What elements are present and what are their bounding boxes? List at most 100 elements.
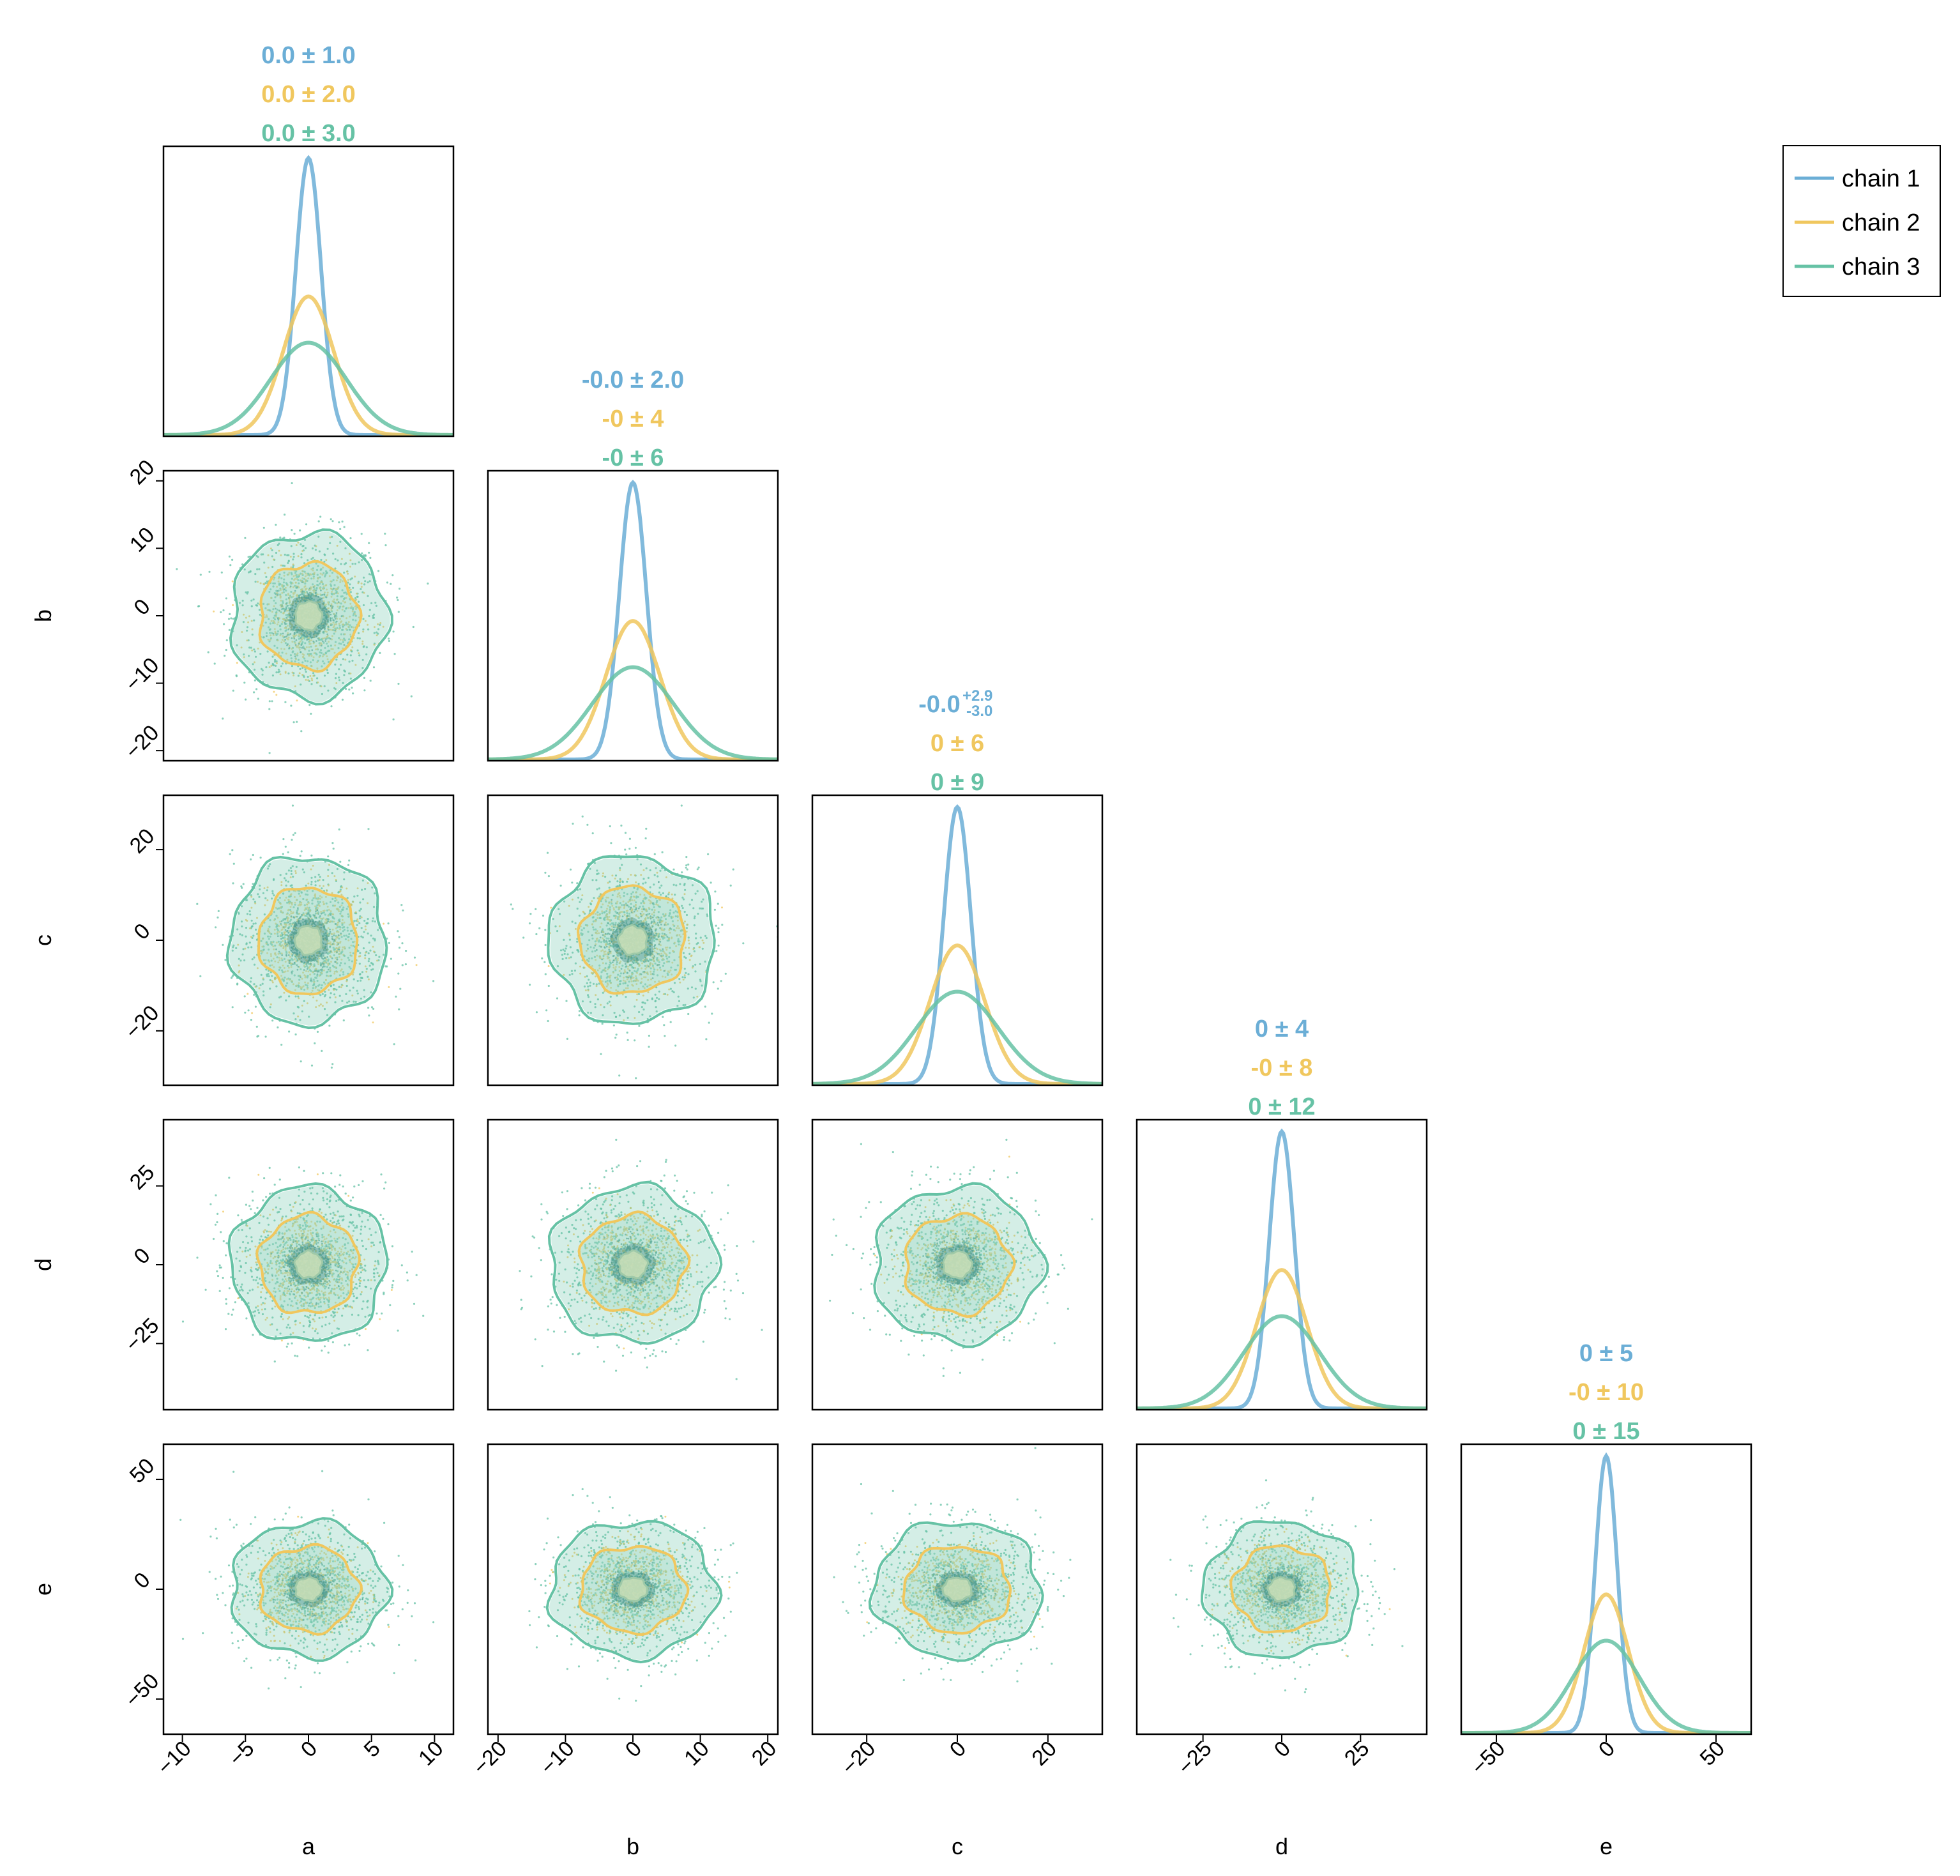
- scatter-point: [301, 674, 304, 676]
- scatter-point: [349, 599, 352, 601]
- scatter-point: [351, 687, 353, 689]
- scatter-point: [634, 1039, 636, 1042]
- scatter-point: [275, 662, 278, 664]
- scatter-point: [323, 604, 326, 607]
- scatter-point: [301, 570, 304, 572]
- scatter-point: [338, 521, 340, 524]
- scatter-point: [308, 646, 310, 648]
- scatter-point: [294, 606, 297, 608]
- scatter-point: [329, 569, 331, 572]
- scatter-point: [287, 607, 290, 609]
- scatter-point: [653, 853, 656, 855]
- scatter-point: [330, 604, 332, 607]
- scatter-point: [258, 609, 261, 611]
- scatter-point: [281, 584, 284, 586]
- scatter-point: [282, 591, 285, 593]
- scatter-point: [279, 952, 282, 955]
- scatter-point: [270, 547, 272, 550]
- scatter-point: [273, 628, 276, 630]
- scatter-point: [254, 661, 255, 664]
- scatter-point: [232, 946, 234, 949]
- scatter-point: [393, 1043, 395, 1046]
- scatter-point: [345, 934, 347, 937]
- scatter-point: [334, 558, 337, 561]
- scatter-point: [262, 602, 265, 606]
- scatter-point: [538, 927, 541, 929]
- scatter-point: [350, 606, 353, 607]
- scatter-point: [330, 588, 333, 590]
- scatter-point: [326, 593, 329, 596]
- scatter-point: [332, 619, 335, 622]
- scatter-point: [354, 614, 357, 617]
- scatter-point: [364, 554, 367, 557]
- scatter-point: [246, 626, 249, 629]
- scatter-point: [284, 610, 286, 613]
- scatter-point: [240, 885, 243, 888]
- scatter-point: [321, 1049, 323, 1052]
- scatter-point: [331, 917, 335, 919]
- scatter-point: [333, 652, 336, 654]
- scatter-point: [314, 876, 317, 878]
- scatter-point: [321, 597, 323, 600]
- scatter-point: [326, 633, 329, 636]
- scatter-point: [398, 936, 400, 938]
- scatter-point: [626, 1032, 628, 1034]
- scatter-point: [259, 888, 261, 890]
- scatter-point: [294, 581, 297, 584]
- scatter-point: [600, 1053, 602, 1055]
- scatter-point: [332, 904, 335, 907]
- scatter-point: [572, 822, 574, 825]
- scatter-point: [277, 623, 278, 626]
- scatter-point: [320, 652, 323, 654]
- scatter-point: [363, 645, 365, 648]
- scatter-point: [334, 629, 336, 632]
- scatter-point: [315, 545, 317, 547]
- scatter-point: [254, 581, 257, 583]
- scatter-point: [343, 637, 346, 640]
- scatter-point: [251, 633, 254, 636]
- scatter-point: [305, 634, 308, 636]
- contour-core: [295, 601, 323, 630]
- scatter-point: [224, 655, 226, 657]
- scatter-point: [277, 621, 280, 623]
- scatter-point: [377, 623, 379, 625]
- scatter-point: [332, 848, 335, 850]
- scatter-point: [317, 565, 319, 568]
- scatter-point: [300, 635, 303, 637]
- scatter-point: [277, 590, 279, 592]
- scatter-point: [284, 845, 287, 848]
- scatter-point: [354, 597, 357, 600]
- scatter-point: [388, 637, 390, 640]
- scatter-point: [368, 965, 371, 967]
- scatter-point: [267, 567, 270, 569]
- scatter-point: [284, 565, 286, 567]
- scatter-point: [220, 571, 223, 574]
- scatter-point: [308, 704, 311, 706]
- scatter-point: [350, 625, 353, 629]
- scatter-point: [347, 625, 350, 628]
- scatter-point: [254, 573, 257, 576]
- scatter-point: [330, 592, 333, 595]
- scatter-point: [363, 583, 366, 586]
- scatter-point: [357, 632, 360, 634]
- scatter-point: [244, 537, 247, 539]
- scatter-point: [341, 589, 344, 591]
- scatter-point: [296, 593, 298, 596]
- scatter-point: [327, 660, 330, 663]
- scatter-point: [302, 897, 305, 901]
- scatter-point: [615, 1033, 618, 1036]
- scatter-point: [266, 650, 269, 653]
- scatter-point: [291, 665, 293, 667]
- scatter-point: [312, 567, 314, 570]
- scatter-point: [320, 685, 323, 688]
- scatter-point: [287, 634, 289, 636]
- scatter-point: [329, 629, 331, 631]
- scatter-point: [324, 640, 327, 642]
- scatter-point: [224, 959, 227, 961]
- scatter-point: [312, 640, 315, 643]
- scatter-point: [343, 644, 346, 646]
- scatter-point: [262, 526, 265, 529]
- scatter-point: [319, 576, 321, 579]
- scatter-point: [717, 903, 719, 905]
- scatter-point: [268, 603, 270, 606]
